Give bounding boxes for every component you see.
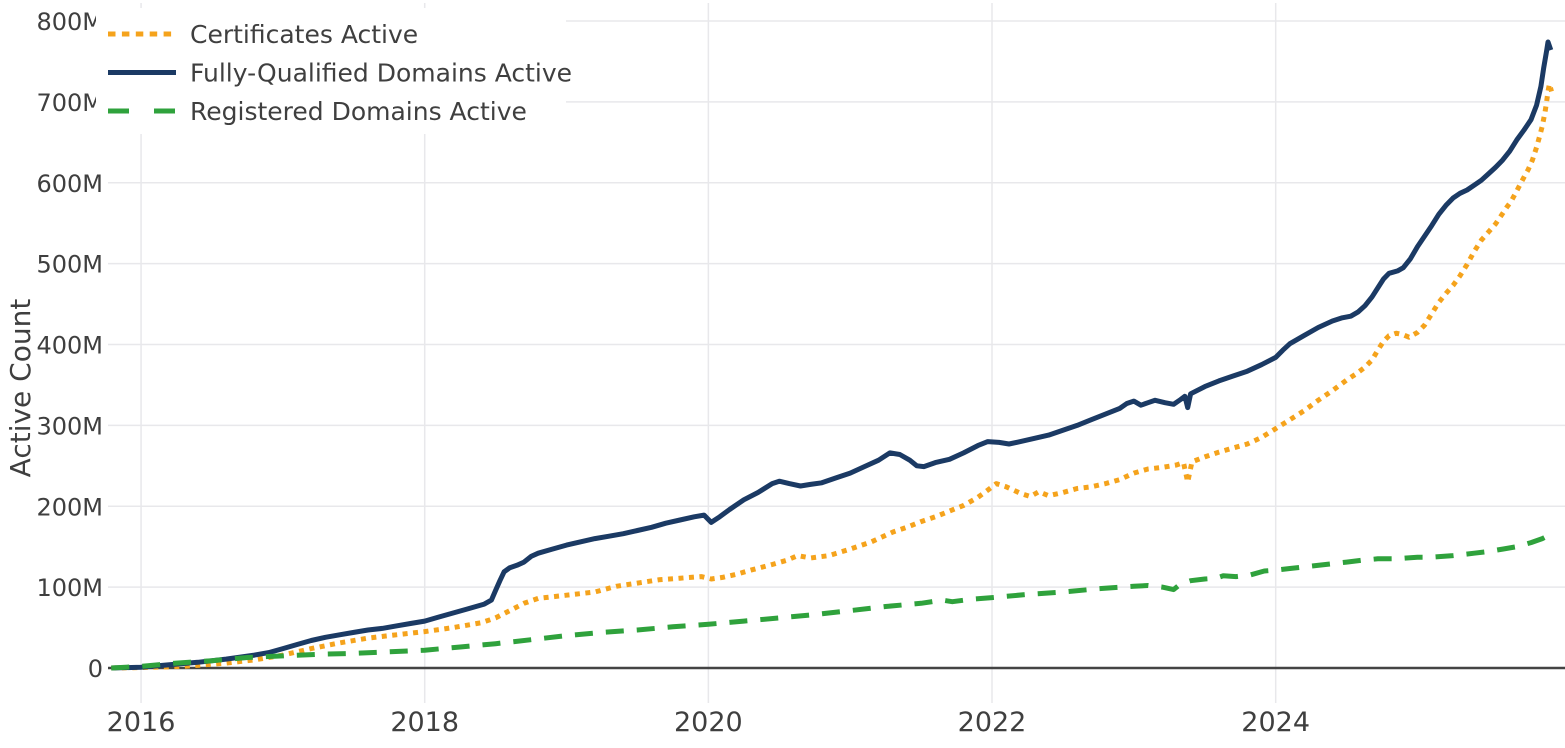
y-tick-label: 300M — [36, 412, 103, 440]
legend-item-registered-domains-active[interactable]: Registered Domains Active — [108, 97, 527, 126]
y-tick-label: 200M — [36, 493, 103, 521]
x-tick-label: 2016 — [107, 707, 176, 738]
y-tick-label: 100M — [36, 574, 103, 602]
x-tick-label: 2018 — [390, 707, 459, 738]
gridlines — [108, 3, 1565, 703]
y-tick-label: 700M — [36, 89, 103, 117]
legend: Certificates Active Fully-Qualified Domai… — [96, 8, 572, 134]
y-tick-label: 800M — [36, 8, 103, 36]
legend-label-registered-domains-active: Registered Domains Active — [190, 97, 527, 126]
series-line-registered-domains-active — [111, 531, 1554, 671]
y-tick-label: 0 — [88, 655, 103, 683]
legend-item-fully-qualified-domains-active[interactable]: Fully-Qualified Domains Active — [108, 59, 572, 88]
series-line-fully-qualified-domains-active — [111, 39, 1554, 671]
tick-labels: 0 100M 200M 300M 400M 500M 600M 700M 800M 2016 201… — [36, 8, 1310, 738]
x-tick-label: 2024 — [1241, 707, 1310, 738]
legend-label-certificates-active: Certificates Active — [190, 20, 418, 49]
y-tick-label: 400M — [36, 332, 103, 360]
series-line-certificates-active — [111, 81, 1554, 671]
legend-label-fully-qualified-domains-active: Fully-Qualified Domains Active — [190, 59, 572, 88]
x-tick-label: 2022 — [958, 707, 1027, 738]
legend-item-certificates-active[interactable]: Certificates Active — [108, 20, 418, 49]
x-tick-label: 2020 — [674, 707, 743, 738]
y-axis-title: Active Count — [4, 299, 37, 478]
y-tick-label: 600M — [36, 170, 103, 198]
series-lines — [111, 39, 1554, 671]
y-tick-label: 500M — [36, 251, 103, 279]
